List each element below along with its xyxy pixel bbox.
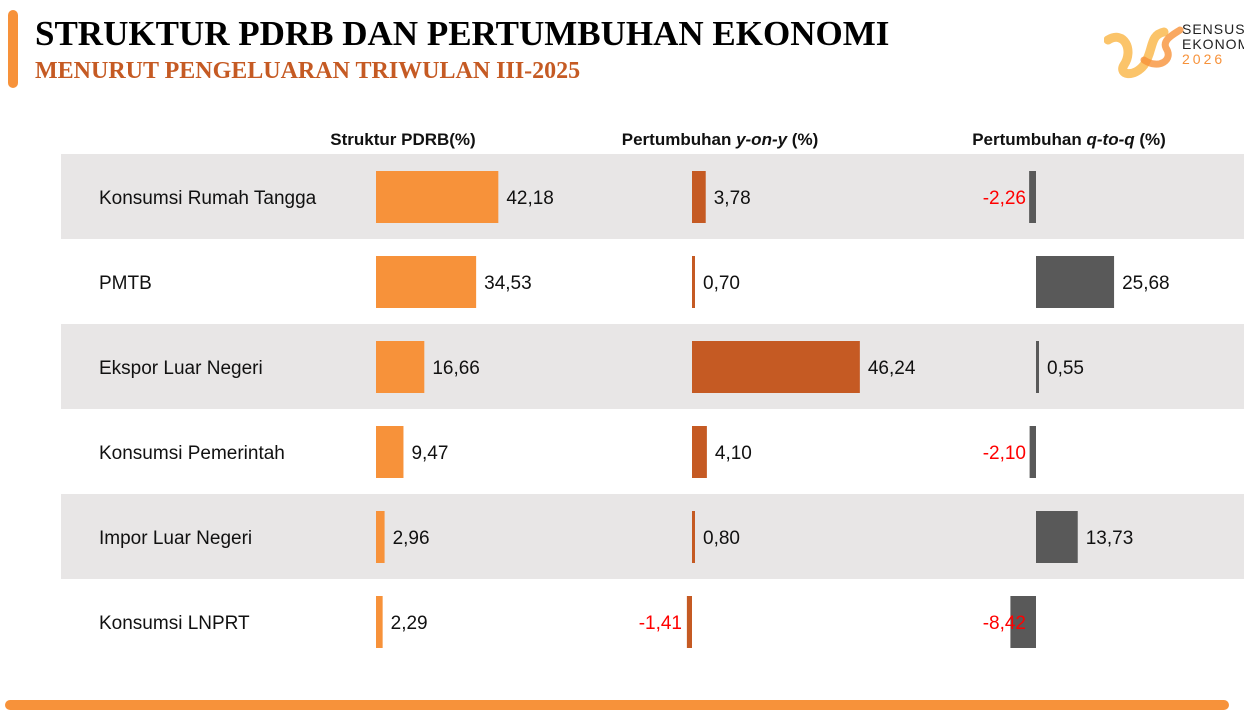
data-label: 0,80 — [703, 528, 740, 549]
logo-line1: SENSUS — [1182, 21, 1244, 37]
data-label: 34,53 — [484, 273, 532, 294]
data-label: 16,66 — [432, 358, 480, 379]
bar — [1029, 426, 1036, 478]
data-label: 42,18 — [506, 188, 554, 209]
logo-year: 2026 — [1182, 51, 1226, 67]
bar — [692, 256, 695, 308]
bar — [692, 341, 860, 393]
data-label: -2,26 — [983, 188, 1026, 209]
bar — [692, 511, 695, 563]
bar — [1036, 341, 1039, 393]
bar — [376, 171, 499, 223]
accent-bar — [8, 10, 18, 88]
category-label: Konsumsi Pemerintah — [99, 443, 285, 464]
series-header: Struktur PDRB(%) — [330, 130, 475, 149]
row-stripe — [61, 324, 1244, 409]
series-header: Pertumbuhan q-to-q (%) — [972, 130, 1166, 149]
data-label: 0,70 — [703, 273, 740, 294]
series-header: Pertumbuhan y-on-y (%) — [622, 130, 818, 149]
sensus-ekonomi-logo — [1104, 26, 1184, 79]
category-label: Konsumsi LNPRT — [99, 613, 250, 634]
data-label: -1,41 — [639, 613, 682, 634]
bottom-bar — [5, 700, 1229, 710]
data-label: -2,10 — [983, 443, 1026, 464]
bar — [1036, 511, 1078, 563]
bar — [1010, 596, 1036, 648]
row-stripe — [61, 154, 1244, 239]
bar — [376, 341, 425, 393]
category-label: Impor Luar Negeri — [99, 528, 252, 549]
data-label: 2,96 — [393, 528, 430, 549]
logo-text: SENSUS EKONOMI 2026 — [1182, 22, 1244, 67]
data-label: 46,24 — [868, 358, 916, 379]
data-label: 3,78 — [714, 188, 751, 209]
page-subtitle: MENURUT PENGELUARAN TRIWULAN III-2025 — [35, 58, 581, 84]
data-label: 25,68 — [1122, 273, 1170, 294]
data-label: 0,55 — [1047, 358, 1084, 379]
bar — [692, 426, 707, 478]
data-label: -8,42 — [983, 613, 1026, 634]
data-label: 4,10 — [715, 443, 752, 464]
category-label: Konsumsi Rumah Tangga — [99, 188, 317, 209]
bar — [692, 171, 706, 223]
bar — [1029, 171, 1036, 223]
bar — [376, 256, 477, 308]
category-label: Ekspor Luar Negeri — [99, 358, 263, 379]
bar — [376, 596, 383, 648]
bar — [1036, 256, 1115, 308]
category-label: PMTB — [99, 273, 152, 294]
bar — [376, 511, 385, 563]
bar — [376, 426, 404, 478]
data-label: 2,29 — [391, 613, 428, 634]
page-title: STRUKTUR PDRB DAN PERTUMBUHAN EKONOMI — [35, 14, 890, 53]
data-label: 13,73 — [1086, 528, 1134, 549]
data-label: 9,47 — [411, 443, 448, 464]
logo-line2: EKONOMI — [1182, 36, 1244, 52]
bar — [686, 596, 692, 648]
